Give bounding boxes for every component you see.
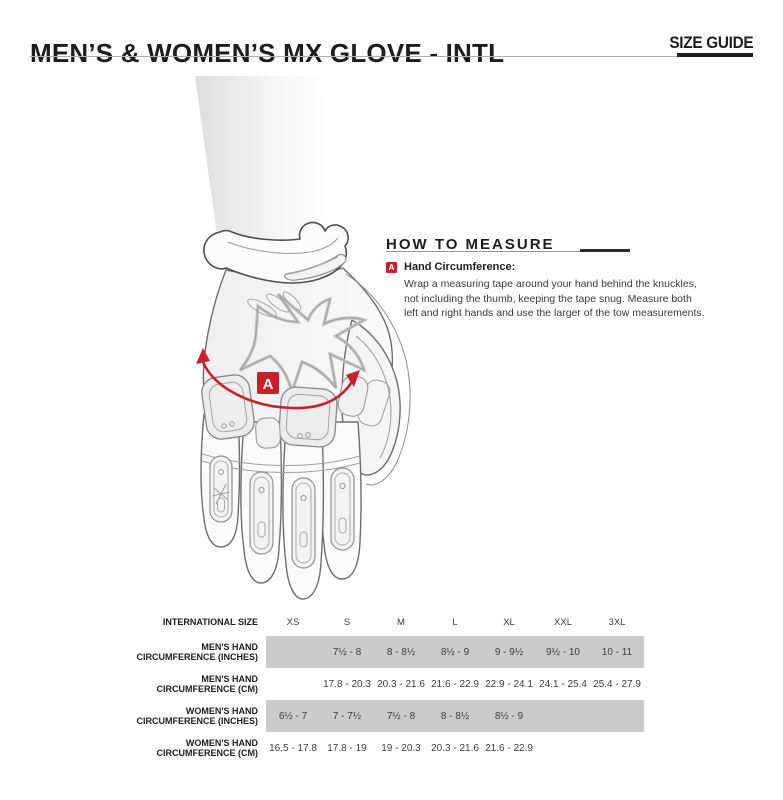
measure-item-title: Hand Circumference:: [404, 261, 516, 273]
header-divider: [30, 56, 677, 57]
size-value-cell: 16.5 - 17.8: [269, 742, 317, 754]
glove-diagram: A: [140, 70, 460, 615]
forearm-shape: [195, 76, 328, 250]
glove-silhouette-line: [345, 273, 411, 486]
size-table-header-label: INTERNATIONAL SIZE: [162, 616, 258, 627]
size-value-cell: 9½ - 10: [536, 636, 590, 668]
how-to-measure-heading: HOW TO MEASURE: [386, 236, 555, 254]
knuckle-pads: [201, 374, 369, 449]
size-value-cell: 8½ - 9: [428, 636, 482, 668]
size-value-cell: 17.8 - 20.3: [323, 678, 371, 690]
size-value-cell: 19 - 20.3: [381, 742, 421, 754]
how-to-measure-divider: [386, 251, 630, 252]
glove-cuff: [203, 221, 349, 284]
size-table: INTERNATIONAL SIZE XS S M L XL XXL 3XL MEN'S HAN…: [0, 608, 644, 764]
size-col-header: M: [397, 616, 405, 628]
size-value-cell: 10 - 11: [590, 636, 644, 668]
size-value-cell: 20.3 - 21.6: [431, 742, 479, 754]
size-value-cell: 17.8 - 19: [327, 742, 367, 754]
header-divider-accent: [677, 53, 753, 57]
size-col-header: XXL: [554, 616, 572, 628]
size-row-label: WOMEN'S HAND CIRCUMFERENCE (CM): [156, 737, 259, 759]
size-value-cell: 7½ - 8: [374, 700, 428, 732]
tape-arrow-left: [196, 348, 210, 364]
size-value-cell: 21.6 - 22.9: [431, 678, 479, 690]
size-value-cell: 22.9 - 24.1: [485, 678, 533, 690]
how-to-measure-divider-accent: [580, 249, 630, 252]
size-row-label: WOMEN'S HAND CIRCUMFERENCE (INCHES): [136, 705, 259, 727]
measure-marker-badge: [257, 372, 279, 394]
size-value-cell: [590, 732, 644, 764]
measure-item-text: Wrap a measuring tape around your hand b…: [404, 278, 705, 319]
size-value-cell: [536, 700, 590, 732]
size-value-cell: 21.6 - 22.9: [485, 742, 533, 754]
size-value-cell: 8 - 8½: [428, 700, 482, 732]
size-value-cell: 25.4 - 27.9: [593, 678, 641, 690]
size-col-header: XL: [503, 616, 515, 628]
size-value-cell: [536, 732, 590, 764]
size-row-label: MEN'S HAND CIRCUMFERENCE (CM): [156, 673, 259, 695]
size-value-cell: 24.1 - 25.4: [539, 678, 587, 690]
size-value-cell: [266, 668, 320, 700]
glove-illustration: A: [195, 76, 411, 600]
finger-pads: [209, 455, 355, 569]
astar-logo: [238, 291, 369, 399]
measure-marker-a: A: [386, 262, 397, 273]
size-col-header: XS: [286, 616, 300, 628]
size-col-header: L: [452, 616, 458, 628]
size-guide-label: SIZE GUIDE: [668, 33, 753, 52]
measure-tape-line: A: [196, 348, 360, 410]
measure-instruction: A Hand Circumference: Wrap a measuring t…: [386, 261, 746, 321]
size-value-cell: 6½ - 7: [266, 700, 320, 732]
size-value-cell: [266, 636, 320, 668]
size-value-cell: 8 - 8½: [374, 636, 428, 668]
size-value-cell: 8½ - 9: [482, 700, 536, 732]
mini-star-detail: [211, 483, 231, 505]
tape-arrow-right: [346, 370, 360, 387]
size-col-header: S: [343, 616, 351, 628]
size-value-cell: 7½ - 8: [320, 636, 374, 668]
size-value-cell: 9 - 9½: [482, 636, 536, 668]
size-col-header: 3XL: [608, 616, 626, 628]
size-value-cell: [590, 700, 644, 732]
size-value-cell: 20.3 - 21.6: [377, 678, 425, 690]
size-row-label: MEN'S HAND CIRCUMFERENCE (INCHES): [136, 641, 259, 663]
size-value-cell: 7 - 7½: [320, 700, 374, 732]
page-title: MEN’S & WOMEN’S MX GLOVE - INTL: [30, 38, 505, 69]
measure-marker-letter: A: [263, 376, 274, 393]
